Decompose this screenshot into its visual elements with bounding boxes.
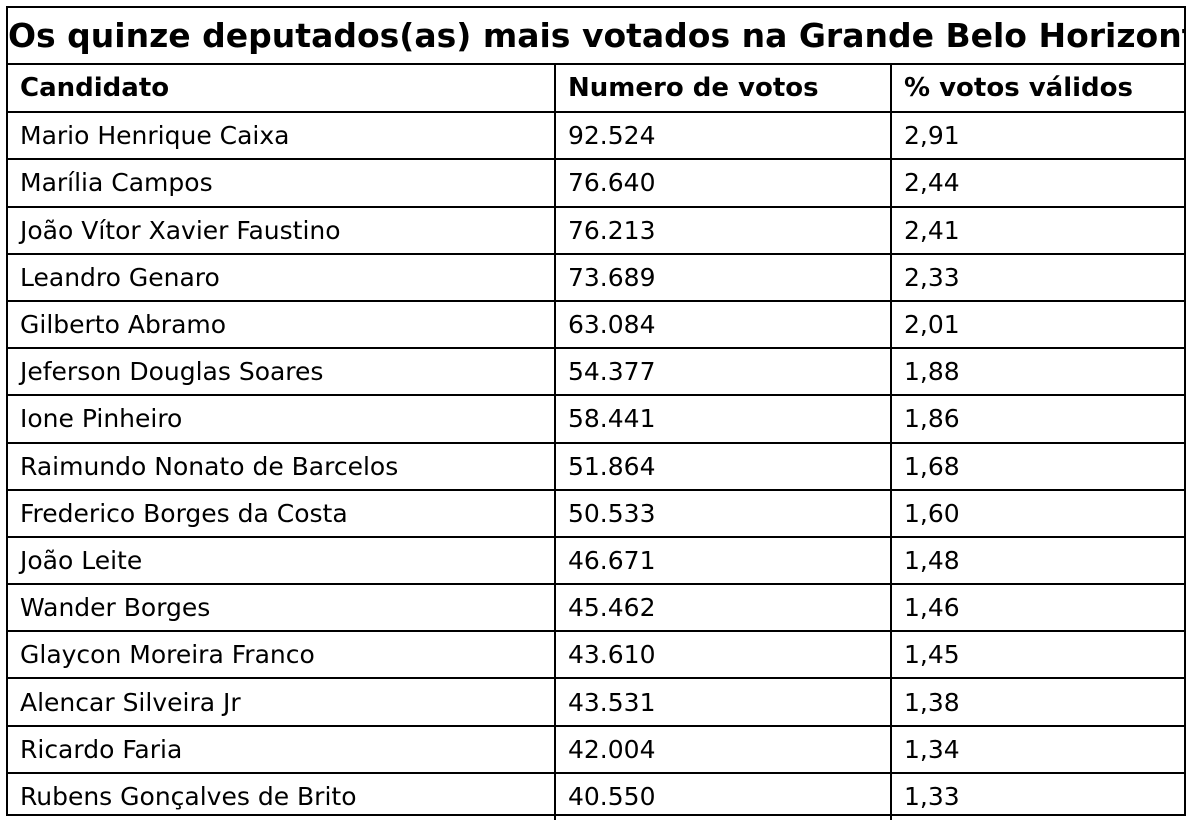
cell-percent-votos-validos: 1,34: [890, 724, 1184, 774]
cell-candidato: Mario Henrique Caixa: [8, 112, 556, 161]
cell-percent-votos-validos: 1,60: [890, 488, 1184, 538]
cell-numero-de-votos: 58.441: [554, 394, 892, 444]
cell-numero-de-votos: 54.377: [554, 347, 892, 397]
table-row: Frederico Borges da Costa 50.533 1,60: [8, 488, 1184, 538]
cell-percent-votos-validos: 1,46: [890, 583, 1184, 633]
cell-percent-votos-validos: 2,01: [890, 299, 1184, 350]
table-row: João Leite 46.671 1,48: [8, 535, 1184, 586]
cell-candidato: Jeferson Douglas Soares: [8, 347, 556, 397]
table-row: Wander Borges 45.462 1,46: [8, 583, 1184, 633]
table-row: Rubens Gonçalves de Brito 40.550 1,33: [8, 771, 1184, 820]
table-title: Os quinze deputados(as) mais votados na …: [8, 8, 1184, 65]
cell-numero-de-votos: 45.462: [554, 583, 892, 633]
cell-percent-votos-validos: 2,41: [890, 205, 1184, 255]
cell-percent-votos-validos: 1,38: [890, 677, 1184, 727]
cell-percent-votos-validos: 1,86: [890, 394, 1184, 444]
table-row: Alencar Silveira Jr 43.531 1,38: [8, 677, 1184, 727]
votes-table: Candidato Numero de votos % votos válido…: [8, 65, 1184, 820]
cell-candidato: Alencar Silveira Jr: [8, 677, 556, 727]
cell-percent-votos-validos: 2,44: [890, 158, 1184, 208]
cell-candidato: Wander Borges: [8, 583, 556, 633]
cell-candidato: Rubens Gonçalves de Brito: [8, 771, 556, 820]
cell-candidato: Glaycon Moreira Franco: [8, 630, 556, 680]
table-row: Gilberto Abramo 63.084 2,01: [8, 299, 1184, 350]
cell-percent-votos-validos: 1,88: [890, 347, 1184, 397]
cell-percent-votos-validos: 1,68: [890, 441, 1184, 491]
header-row: Candidato Numero de votos % votos válido…: [8, 65, 1184, 114]
table-row: Ricardo Faria 42.004 1,34: [8, 724, 1184, 774]
cell-numero-de-votos: 46.671: [554, 535, 892, 586]
table-body: Mario Henrique Caixa 92.524 2,91 Marília Ca…: [8, 112, 1184, 820]
votes-table-container: Os quinze deputados(as) mais votados na …: [6, 6, 1186, 820]
cell-candidato: Gilberto Abramo: [8, 299, 556, 350]
cell-numero-de-votos: 63.084: [554, 299, 892, 350]
table-row: Glaycon Moreira Franco 43.610 1,45: [8, 630, 1184, 680]
table-row: João Vítor Xavier Faustino 76.213 2,41: [8, 205, 1184, 255]
cell-candidato: Raimundo Nonato de Barcelos: [8, 441, 556, 491]
cell-percent-votos-validos: 2,91: [890, 112, 1184, 161]
cell-numero-de-votos: 76.213: [554, 205, 892, 255]
cell-candidato: Ricardo Faria: [8, 724, 556, 774]
cell-candidato: João Vítor Xavier Faustino: [8, 205, 556, 255]
cell-percent-votos-validos: 1,33: [890, 771, 1184, 820]
cell-numero-de-votos: 76.640: [554, 158, 892, 208]
cell-numero-de-votos: 40.550: [554, 771, 892, 820]
cell-numero-de-votos: 43.531: [554, 677, 892, 727]
table-row: Mario Henrique Caixa 92.524 2,91: [8, 112, 1184, 161]
cell-candidato: Marília Campos: [8, 158, 556, 208]
column-header-percent-votos-validos: % votos válidos: [890, 65, 1184, 114]
cell-candidato: João Leite: [8, 535, 556, 586]
cell-numero-de-votos: 73.689: [554, 252, 892, 302]
table-row: Leandro Genaro 73.689 2,33: [8, 252, 1184, 302]
cell-percent-votos-validos: 1,48: [890, 535, 1184, 586]
cell-numero-de-votos: 42.004: [554, 724, 892, 774]
cell-numero-de-votos: 51.864: [554, 441, 892, 491]
cell-candidato: Leandro Genaro: [8, 252, 556, 302]
column-header-numero-de-votos: Numero de votos: [554, 65, 892, 114]
table-row: Raimundo Nonato de Barcelos 51.864 1,68: [8, 441, 1184, 491]
cell-candidato: Ione Pinheiro: [8, 394, 556, 444]
table-row: Ione Pinheiro 58.441 1,86: [8, 394, 1184, 444]
cell-percent-votos-validos: 1,45: [890, 630, 1184, 680]
cell-numero-de-votos: 50.533: [554, 488, 892, 538]
table-row: Marília Campos 76.640 2,44: [8, 158, 1184, 208]
cell-numero-de-votos: 43.610: [554, 630, 892, 680]
cell-percent-votos-validos: 2,33: [890, 252, 1184, 302]
column-header-candidato: Candidato: [8, 65, 556, 114]
cell-numero-de-votos: 92.524: [554, 112, 892, 161]
cell-candidato: Frederico Borges da Costa: [8, 488, 556, 538]
table-row: Jeferson Douglas Soares 54.377 1,88: [8, 347, 1184, 397]
